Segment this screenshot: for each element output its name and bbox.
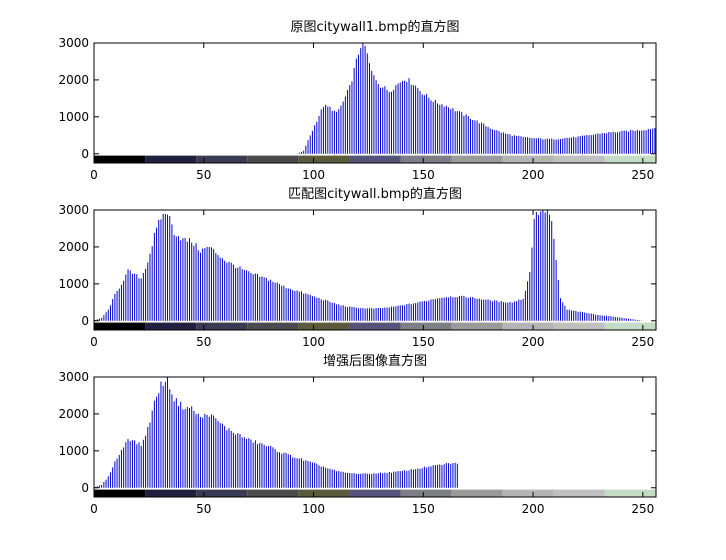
colorbar-segment <box>94 322 146 330</box>
colorbar <box>94 155 656 163</box>
bars <box>298 43 656 154</box>
y-tick-label: 3000 <box>58 370 89 384</box>
colorbar-segment <box>502 489 554 497</box>
colorbar-segment <box>349 322 401 330</box>
x-tick-label: 250 <box>631 335 654 349</box>
x-tick-label: 250 <box>631 168 654 182</box>
colorbar-segment <box>400 155 452 163</box>
y-tick-label: 0 <box>81 481 89 495</box>
colorbar-segment <box>94 155 146 163</box>
x-tick-label: 150 <box>412 335 435 349</box>
colorbar-segment <box>604 155 656 163</box>
colorbar-segment <box>247 322 299 330</box>
colorbar-segment <box>604 489 656 497</box>
bars <box>94 377 458 488</box>
y-tick-label: 1000 <box>58 277 89 291</box>
colorbar-segment <box>349 489 401 497</box>
colorbar-segment <box>400 322 452 330</box>
y-tick-label: 3000 <box>58 36 89 50</box>
chart-title: 匹配图citywall.bmp的直方图 <box>288 186 462 202</box>
colorbar-segment <box>247 489 299 497</box>
x-tick-label: 200 <box>522 335 545 349</box>
colorbar <box>94 489 656 497</box>
y-tick-label: 1000 <box>58 110 89 124</box>
x-tick-label: 0 <box>90 168 98 182</box>
x-tick-label: 50 <box>196 335 211 349</box>
y-tick-label: 0 <box>81 314 89 328</box>
colorbar-segment <box>451 489 503 497</box>
histogram-panel-enhanced: 增强后图像直方图 0 50 100 150 200 250 0 1000 2000 3000 <box>58 353 657 516</box>
x-tick-label: 250 <box>631 502 654 516</box>
y-tick-label: 1000 <box>58 444 89 458</box>
x-tick-label: 0 <box>90 502 98 516</box>
colorbar-segment <box>553 489 605 497</box>
histogram-panel-reference: 匹配图citywall.bmp的直方图 0 50 100 150 200 250 0 1000 2… <box>58 186 657 349</box>
x-tick-label: 200 <box>522 168 545 182</box>
axes-frame <box>93 42 657 164</box>
colorbar-segment <box>196 489 248 497</box>
colorbar-segment <box>94 489 146 497</box>
colorbar-segment <box>196 322 248 330</box>
colorbar-segment <box>298 155 350 163</box>
colorbar-segment <box>145 322 197 330</box>
y-tick-label: 2000 <box>58 73 89 87</box>
colorbar-segment <box>145 489 197 497</box>
y-tick-label: 2000 <box>58 407 89 421</box>
bars <box>94 210 643 321</box>
colorbar-segment <box>604 322 656 330</box>
colorbar-segment <box>298 322 350 330</box>
x-tick-label: 200 <box>522 502 545 516</box>
colorbar-segment <box>145 155 197 163</box>
axes-frame <box>93 209 657 331</box>
colorbar-segment <box>502 322 554 330</box>
axes-frame <box>93 376 657 498</box>
colorbar <box>94 322 656 330</box>
y-tick-label: 2000 <box>58 240 89 254</box>
colorbar-segment <box>502 155 554 163</box>
colorbar-segment <box>553 322 605 330</box>
colorbar-segment <box>247 155 299 163</box>
x-tick-label: 50 <box>196 502 211 516</box>
colorbar-segment <box>298 489 350 497</box>
x-tick-label: 0 <box>90 335 98 349</box>
colorbar-segment <box>196 155 248 163</box>
chart-title: 原图citywall1.bmp的直方图 <box>291 19 460 35</box>
x-tick-label: 100 <box>302 335 325 349</box>
chart-title: 增强后图像直方图 <box>323 353 427 369</box>
colorbar-segment <box>400 489 452 497</box>
colorbar-segment <box>349 155 401 163</box>
x-tick-label: 100 <box>302 502 325 516</box>
histogram-panel-original: 原图citywall1.bmp的直方图 0 50 100 150 200 250 0 1000 2… <box>58 19 657 182</box>
x-tick-label: 50 <box>196 168 211 182</box>
y-tick-label: 3000 <box>58 203 89 217</box>
colorbar-segment <box>451 155 503 163</box>
colorbar-segment <box>451 322 503 330</box>
y-tick-label: 0 <box>81 147 89 161</box>
x-tick-label: 100 <box>302 168 325 182</box>
colorbar-segment <box>553 155 605 163</box>
x-tick-label: 150 <box>412 168 435 182</box>
x-tick-label: 150 <box>412 502 435 516</box>
